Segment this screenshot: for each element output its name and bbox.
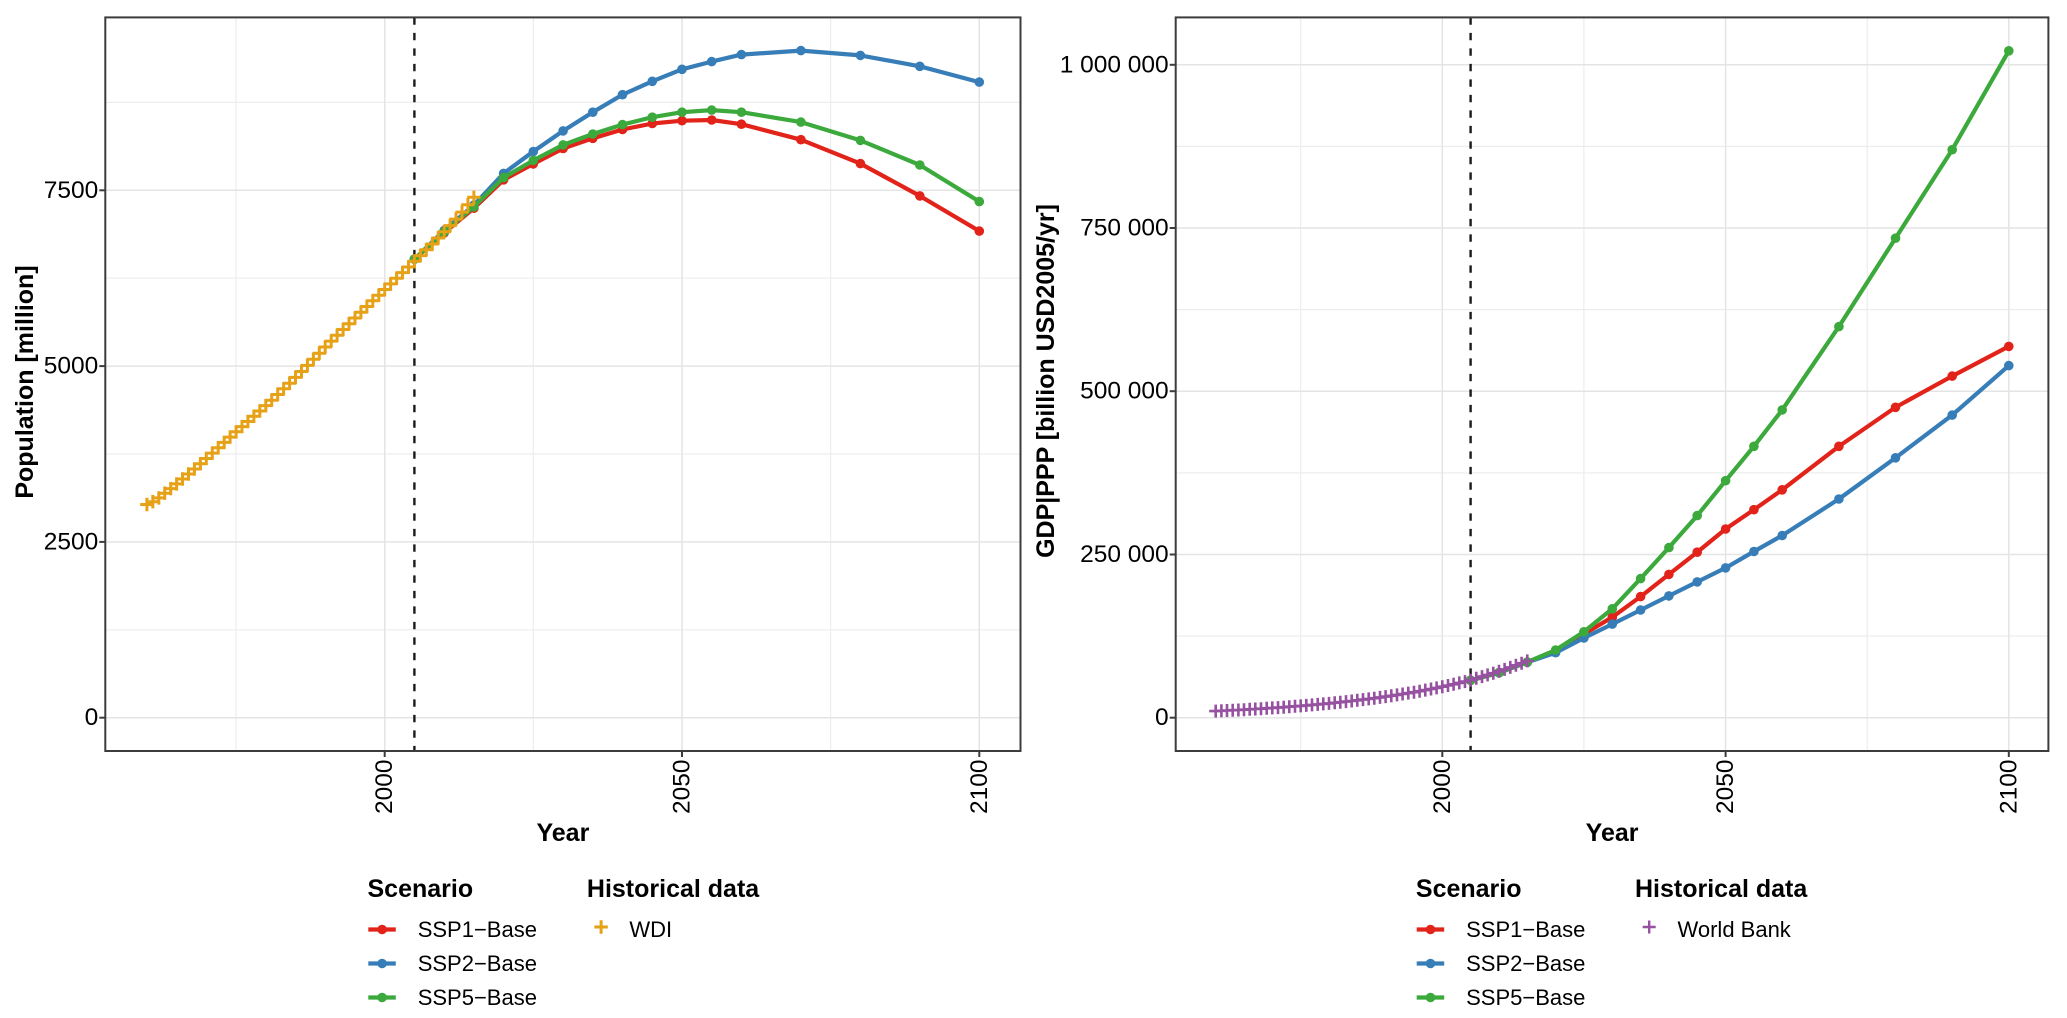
svg-text:SSP2−Base: SSP2−Base: [418, 951, 537, 976]
svg-text:SSP2−Base: SSP2−Base: [1466, 951, 1585, 976]
svg-text:Year: Year: [536, 819, 589, 847]
svg-text:2000: 2000: [1429, 760, 1456, 815]
svg-text:GDP|PPP [billion USD2005/yr]: GDP|PPP [billion USD2005/yr]: [1032, 204, 1060, 558]
svg-text:Scenario: Scenario: [1416, 875, 1522, 903]
svg-text:1 000 000: 1 000 000: [1060, 51, 1169, 78]
svg-text:2000: 2000: [371, 760, 398, 815]
svg-text:2050: 2050: [669, 760, 696, 815]
svg-text:Population [million]: Population [million]: [11, 265, 39, 498]
svg-text:SSP1−Base: SSP1−Base: [418, 917, 537, 942]
svg-text:2500: 2500: [44, 528, 99, 555]
svg-text:5000: 5000: [44, 353, 99, 380]
svg-text:2100: 2100: [966, 760, 993, 815]
svg-text:Historical data: Historical data: [1635, 875, 1808, 903]
svg-text:SSP5−Base: SSP5−Base: [418, 985, 537, 1010]
svg-text:0: 0: [1155, 704, 1169, 731]
svg-text:World Bank: World Bank: [1678, 917, 1792, 942]
svg-text:750 000: 750 000: [1080, 215, 1169, 242]
svg-text:SSP1−Base: SSP1−Base: [1466, 917, 1585, 942]
svg-text:WDI: WDI: [629, 917, 672, 942]
svg-text:SSP5−Base: SSP5−Base: [1466, 985, 1585, 1010]
svg-text:Year: Year: [1586, 819, 1639, 847]
svg-text:2100: 2100: [1995, 760, 2022, 815]
svg-text:Scenario: Scenario: [368, 875, 474, 903]
svg-text:2050: 2050: [1712, 760, 1739, 815]
svg-text:250 000: 250 000: [1080, 541, 1169, 568]
svg-text:500 000: 500 000: [1080, 378, 1169, 405]
svg-text:7500: 7500: [44, 177, 99, 204]
svg-text:0: 0: [85, 704, 99, 731]
svg-text:Historical data: Historical data: [587, 875, 760, 903]
